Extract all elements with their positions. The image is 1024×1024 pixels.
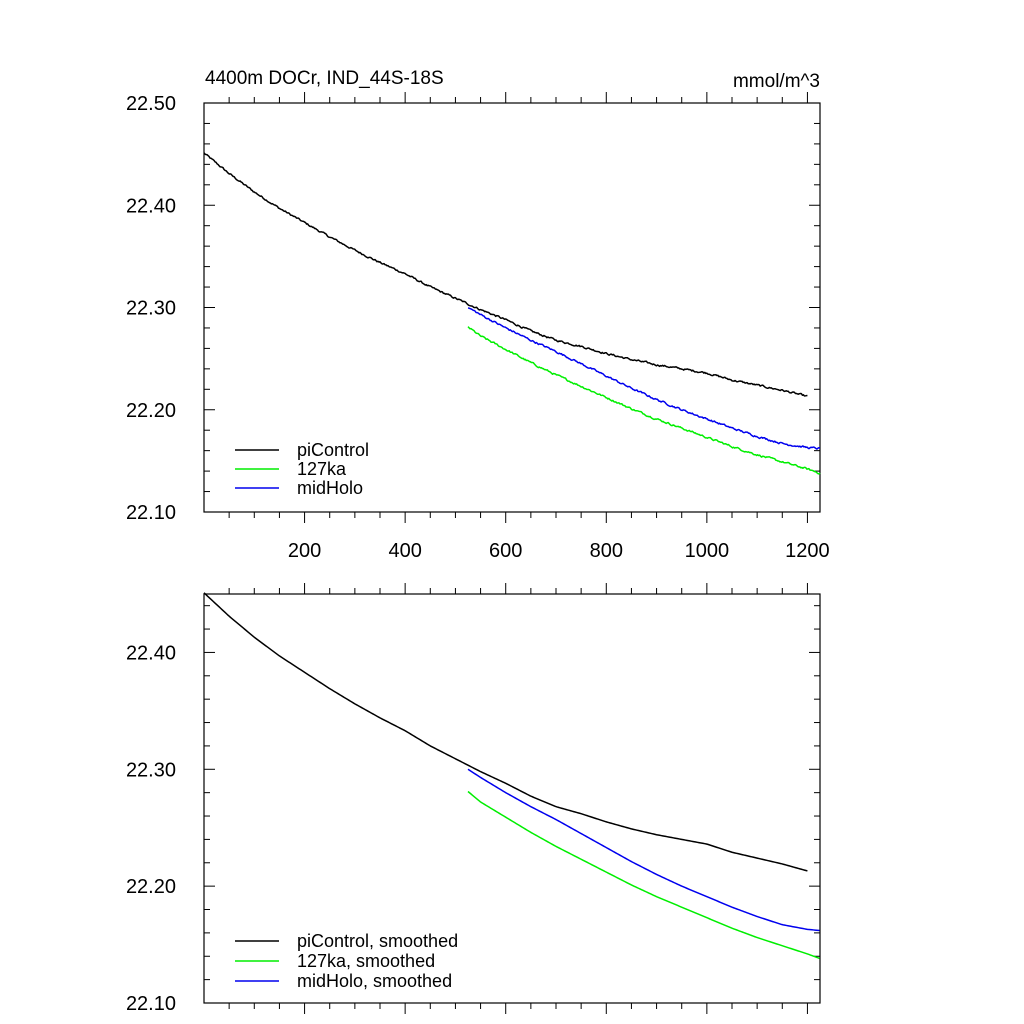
units-label: mmol/m^3 (733, 71, 820, 92)
y-tick-label: 22.40 (126, 195, 176, 217)
legend-label: 127ka (297, 459, 347, 479)
y-tick-label: 22.20 (126, 400, 176, 422)
series-line-0 (203, 152, 808, 397)
y-tick-label: 22.20 (126, 876, 176, 898)
series-line-1 (467, 326, 821, 475)
y-tick-label: 22.40 (126, 642, 176, 664)
legend-label: piControl (297, 440, 369, 460)
x-tick-label: 200 (288, 540, 321, 562)
panel-title: 4400m DOCr, IND_44S-18S (205, 68, 444, 89)
x-tick-label: 1200 (785, 540, 830, 562)
x-tick-label: 400 (388, 540, 421, 562)
legend-label: piControl, smoothed (297, 931, 458, 951)
legend-label: 127ka, smoothed (297, 951, 435, 971)
y-tick-label: 22.10 (126, 502, 176, 524)
bottom-panel: 22.10 22.20 22.30 22.40 piControl, smoothed1… (126, 583, 821, 1015)
y-tick-label: 22.30 (126, 298, 176, 320)
tick-marks (204, 92, 820, 523)
x-tick-label: 600 (489, 540, 522, 562)
y-tick-label: 22.30 (126, 759, 176, 781)
y-tick-label: 22.10 (126, 993, 176, 1015)
series-line-2 (467, 768, 820, 932)
series-line-1 (467, 790, 820, 960)
series-line-2 (467, 307, 821, 450)
series-line-0 (203, 592, 808, 872)
plot-frame (203, 593, 821, 1004)
tick-marks (204, 583, 820, 1014)
legend-label: midHolo, smoothed (297, 971, 452, 991)
x-tick-label: 1000 (685, 540, 730, 562)
y-tick-label: 22.50 (126, 93, 176, 115)
legend-label: midHolo (297, 478, 363, 498)
top-panel: 22.10 22.20 22.30 22.40 22.50 200 400 600 800 100… (126, 92, 830, 562)
x-tick-label: 800 (590, 540, 623, 562)
